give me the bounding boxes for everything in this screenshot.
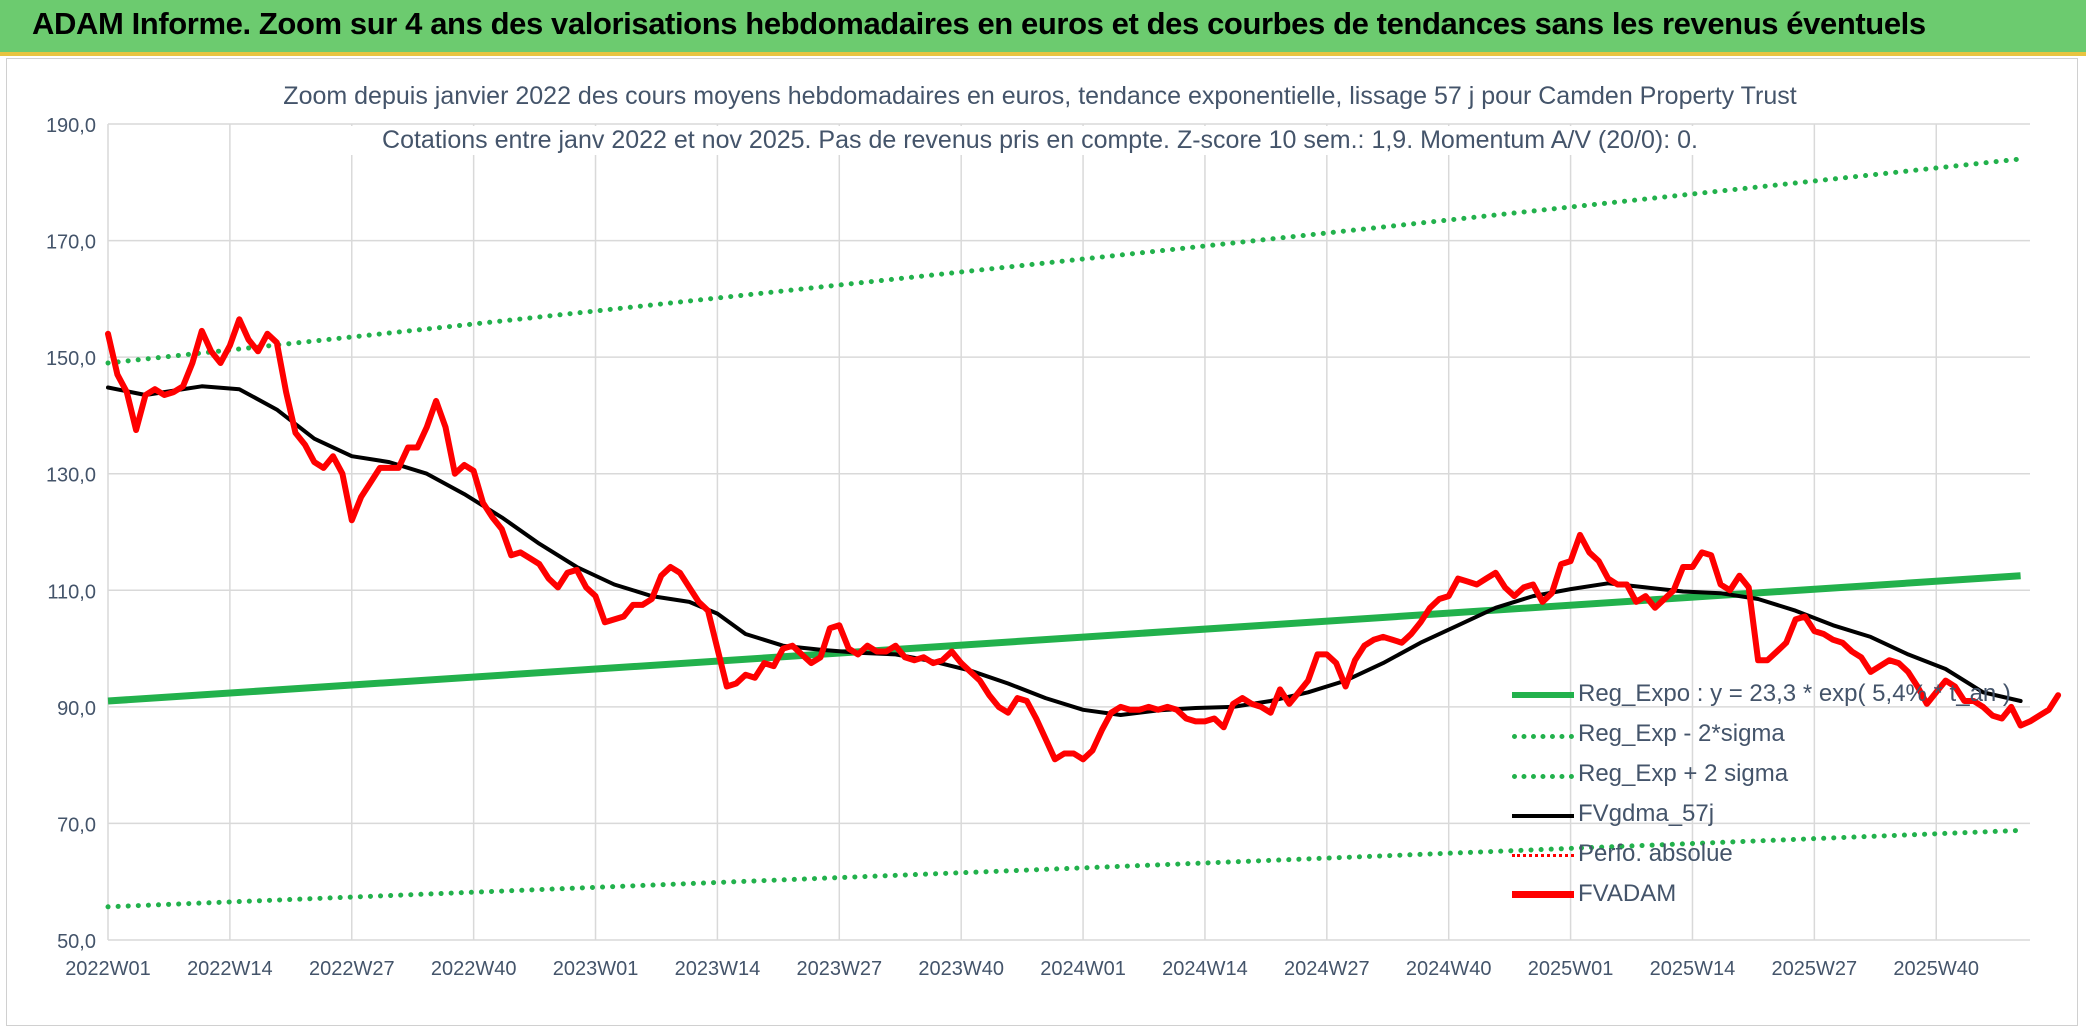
x-tick-label: 2024W40 (1406, 958, 1492, 980)
x-tick-label: 2022W27 (309, 958, 395, 980)
legend-label-reg-expo: Reg_Expo : y = 23,3 * exp( 5,4% * t_an ) (1578, 680, 2011, 708)
legend-label-fvadam: FVADAM (1578, 880, 1676, 908)
chart-legend: Reg_Expo : y = 23,3 * exp( 5,4% * t_an )… (1512, 676, 2032, 916)
x-tick-label: 2022W14 (187, 958, 273, 980)
chart-title: Zoom depuis janvier 2022 des cours moyen… (280, 82, 1800, 111)
x-tick-label: 2025W14 (1650, 958, 1736, 980)
x-tick-label: 2022W01 (65, 958, 151, 980)
x-tick-label: 2025W27 (1772, 958, 1858, 980)
x-tick-label: 2024W27 (1284, 958, 1370, 980)
legend-swatch-ma57 (1512, 814, 1574, 818)
legend-label-perfo: Perfo. absolue (1578, 840, 1733, 868)
legend-item-reg-minus: Reg_Exp - 2*sigma (1512, 716, 2032, 754)
y-tick-label: 150,0 (46, 348, 96, 370)
legend-swatch-reg-expo (1512, 692, 1574, 698)
legend-swatch-reg-plus (1512, 774, 1574, 779)
legend-label-reg-minus: Reg_Exp - 2*sigma (1578, 720, 1785, 748)
x-tick-label: 2023W01 (553, 958, 639, 980)
legend-label-ma57: FVgdma_57j (1578, 800, 1714, 828)
series-ma57 (108, 386, 2021, 715)
x-tick-label: 2023W14 (675, 958, 761, 980)
legend-item-perfo: Perfo. absolue (1512, 836, 2032, 874)
legend-label-reg-plus: Reg_Exp + 2 sigma (1578, 760, 1788, 788)
legend-item-reg-expo: Reg_Expo : y = 23,3 * exp( 5,4% * t_an ) (1512, 676, 2032, 714)
y-tick-label: 110,0 (47, 581, 96, 603)
legend-swatch-fvadam (1512, 891, 1574, 898)
y-tick-label: 170,0 (46, 232, 96, 254)
x-tick-label: 2023W40 (918, 958, 1004, 980)
x-tick-label: 2022W40 (431, 958, 517, 980)
legend-item-fvadam: FVADAM (1512, 876, 2032, 914)
x-tick-label: 2025W40 (1893, 958, 1979, 980)
x-tick-label: 2025W01 (1528, 958, 1614, 980)
y-tick-label: 50,0 (57, 931, 96, 953)
chart-subtitle: Cotations entre janv 2022 et nov 2025. P… (280, 126, 1800, 155)
y-tick-label: 70,0 (57, 814, 96, 836)
x-tick-label: 2024W14 (1162, 958, 1248, 980)
y-tick-label: 190,0 (46, 115, 96, 137)
legend-item-ma57: FVgdma_57j (1512, 796, 2032, 834)
x-tick-label: 2024W01 (1040, 958, 1126, 980)
y-tick-label: 130,0 (46, 465, 96, 487)
series-reg-plus (108, 159, 2021, 363)
legend-item-reg-plus: Reg_Exp + 2 sigma (1512, 756, 2032, 794)
legend-swatch-reg-minus (1512, 734, 1574, 739)
x-tick-label: 2023W27 (796, 958, 882, 980)
y-tick-label: 90,0 (57, 698, 96, 720)
legend-swatch-perfo (1512, 854, 1574, 857)
